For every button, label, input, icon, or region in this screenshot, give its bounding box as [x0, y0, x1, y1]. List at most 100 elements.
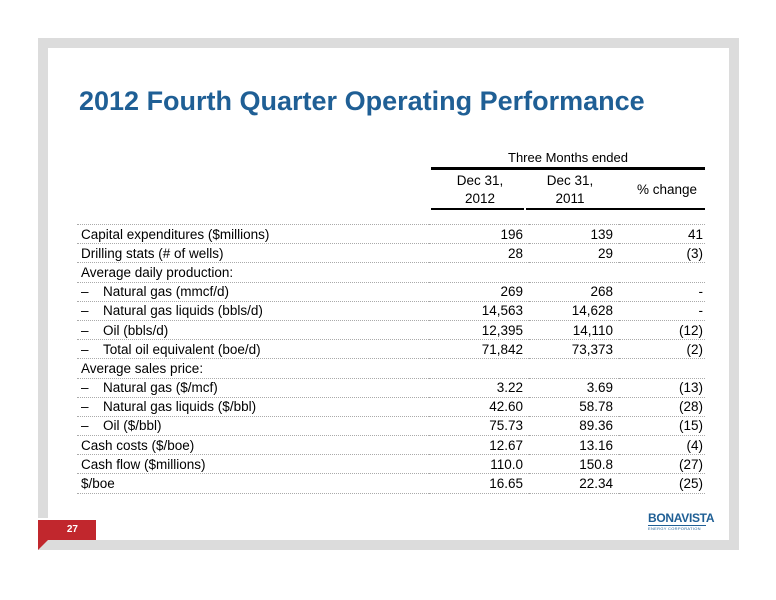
row-label-indented: – Natural gas ($/mcf)	[77, 377, 429, 398]
table-row: Capital expenditures ($millions) 196 139…	[77, 223, 705, 244]
value-2012: 12,395	[429, 319, 529, 340]
value-change: 41	[619, 223, 705, 244]
value-2012	[429, 358, 529, 378]
value-2012: 71,842	[429, 339, 529, 359]
logo-wordmark: BONAVISTA	[648, 511, 715, 525]
value-2011: 3.69	[529, 377, 619, 398]
row-label: Average sales price:	[77, 358, 429, 378]
table-row: – Oil (bbls/d) 12,395 14,110 (12)	[77, 319, 705, 340]
table-row: – Natural gas (mmcf/d) 269 268 -	[77, 281, 705, 302]
col-header-2012: Dec 31, 2012	[437, 172, 523, 208]
performance-table: Capital expenditures ($millions) 196 139…	[77, 223, 705, 494]
slide-title: 2012 Fourth Quarter Operating Performanc…	[79, 86, 645, 116]
row-label: Drilling stats (# of wells)	[77, 243, 429, 263]
col-header-2012-line1: Dec 31,	[456, 173, 504, 188]
dash-bullet: –	[81, 341, 89, 357]
col-header-2011-line2: 2011	[555, 191, 585, 206]
value-change	[619, 358, 705, 378]
col-header-2011-line1: Dec 31,	[546, 173, 594, 188]
value-2012: 269	[429, 281, 529, 302]
row-label: Oil (bbls/d)	[103, 322, 169, 338]
value-2011: 14,110	[529, 319, 619, 340]
value-2011: 29	[529, 243, 619, 263]
row-label-indented: – Natural gas liquids ($/bbl)	[77, 396, 429, 417]
page-number-badge: 27	[38, 520, 96, 540]
value-2011	[529, 262, 619, 283]
value-change: (28)	[619, 396, 705, 417]
dash-bullet: –	[81, 399, 89, 415]
value-2012: 75.73	[429, 415, 529, 436]
logo-subtitle: ENERGY CORPORATION	[648, 525, 706, 532]
value-change: (3)	[619, 243, 705, 263]
page-badge-tail	[38, 540, 48, 550]
row-label: Natural gas liquids ($/bbl)	[103, 399, 257, 415]
value-2011: 22.34	[529, 473, 619, 494]
slide-frame-top	[38, 38, 739, 48]
table-row: Average sales price:	[77, 358, 705, 378]
value-change: (2)	[619, 339, 705, 359]
value-change: (25)	[619, 473, 705, 494]
company-logo: BONAVISTA ENERGY CORPORATION	[648, 511, 715, 536]
group-header: Three Months ended	[508, 150, 628, 165]
dash-bullet: –	[81, 303, 89, 319]
value-2011: 139	[529, 223, 619, 244]
table-row: Average daily production:	[77, 262, 705, 283]
value-2011: 150.8	[529, 454, 619, 474]
value-2012: 16.65	[429, 473, 529, 494]
dash-bullet: –	[81, 380, 89, 396]
table-row: Cash flow ($millions) 110.0 150.8 (27)	[77, 454, 705, 474]
value-change: (4)	[619, 435, 705, 455]
value-2012: 110.0	[429, 454, 529, 474]
col-header-change: % change	[636, 182, 698, 197]
value-2012: 12.67	[429, 435, 529, 455]
row-label: Capital expenditures ($millions)	[77, 223, 429, 244]
slide-frame-left	[38, 38, 48, 518]
row-label: Cash flow ($millions)	[77, 454, 429, 474]
row-label: Natural gas (mmcf/d)	[103, 284, 230, 300]
row-label-indented: – Natural gas liquids (bbls/d)	[77, 300, 429, 321]
value-2011: 14,628	[529, 300, 619, 321]
table-row: – Oil ($/bbl) 75.73 89.36 (15)	[77, 415, 705, 436]
row-label: $/boe	[77, 473, 429, 494]
row-label: Average daily production:	[77, 262, 429, 283]
value-2011: 58.78	[529, 396, 619, 417]
slide-frame-right	[729, 38, 739, 550]
value-change: -	[619, 281, 705, 302]
table-row: – Natural gas ($/mcf) 3.22 3.69 (13)	[77, 377, 705, 398]
value-2012: 14,563	[429, 300, 529, 321]
value-2011: 89.36	[529, 415, 619, 436]
dash-bullet: –	[81, 322, 89, 338]
value-change	[619, 262, 705, 283]
col-header-rule-2011-change	[526, 208, 705, 210]
row-label-indented: – Oil ($/bbl)	[77, 415, 429, 436]
col-header-2011: Dec 31, 2011	[527, 172, 613, 208]
row-label: Total oil equivalent (boe/d)	[103, 341, 261, 357]
row-label: Cash costs ($/boe)	[77, 435, 429, 455]
value-2012: 196	[429, 223, 529, 244]
value-change: (12)	[619, 319, 705, 340]
col-header-rule-2012	[431, 208, 524, 210]
table-row: Drilling stats (# of wells) 28 29 (3)	[77, 243, 705, 263]
value-2011: 268	[529, 281, 619, 302]
row-label: Natural gas liquids (bbls/d)	[103, 303, 263, 319]
value-change: (13)	[619, 377, 705, 398]
row-label-indented: – Oil (bbls/d)	[77, 319, 429, 340]
slide-frame-bottom	[38, 540, 739, 550]
value-2012	[429, 262, 529, 283]
row-label: Oil ($/bbl)	[103, 418, 162, 434]
table-row: – Natural gas liquids (bbls/d) 14,563 14,…	[77, 300, 705, 321]
value-2011: 13.16	[529, 435, 619, 455]
dash-bullet: –	[81, 284, 89, 300]
value-2011: 73,373	[529, 339, 619, 359]
col-header-2012-line2: 2012	[464, 191, 496, 206]
table-row: – Natural gas liquids ($/bbl) 42.60 58.78…	[77, 396, 705, 417]
dash-bullet: –	[81, 418, 89, 434]
table-row: $/boe 16.65 22.34 (25)	[77, 473, 705, 494]
row-label-indented: – Total oil equivalent (boe/d)	[77, 339, 429, 359]
row-label: Natural gas ($/mcf)	[103, 380, 218, 396]
value-2011	[529, 358, 619, 378]
table-row: – Total oil equivalent (boe/d) 71,842 73,…	[77, 339, 705, 359]
table-row: Cash costs ($/boe) 12.67 13.16 (4)	[77, 435, 705, 455]
value-change: -	[619, 300, 705, 321]
value-change: (27)	[619, 454, 705, 474]
